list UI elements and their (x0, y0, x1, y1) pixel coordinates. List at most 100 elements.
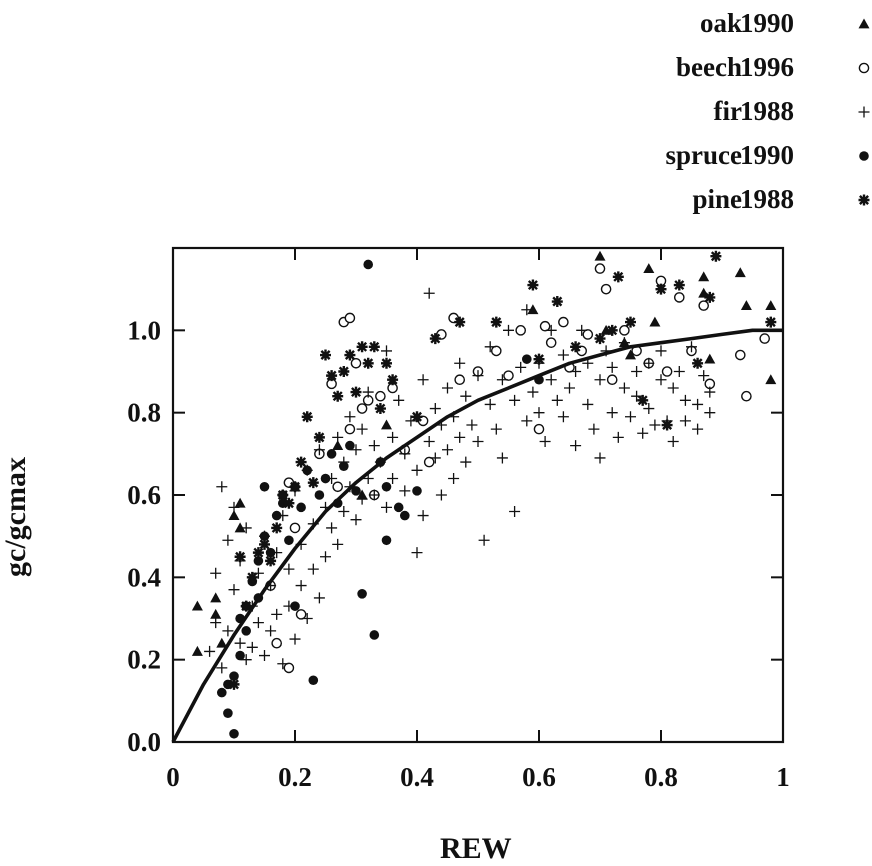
data-point (667, 382, 679, 394)
data-point (234, 497, 246, 508)
data-point (698, 271, 710, 282)
data-point (503, 324, 514, 336)
y-tick-label: 0.8 (127, 398, 161, 428)
data-point (246, 571, 258, 583)
data-point (594, 263, 606, 274)
plot-axes: 0 0.2 0.4 0.6 0.8 1 0.0 0.2 0.4 0.6 0.8 1.0 (127, 246, 790, 792)
data-point (631, 366, 643, 377)
data-point (265, 625, 277, 637)
data-point (246, 641, 258, 653)
data-point (332, 481, 344, 493)
data-point (704, 407, 716, 419)
data-point (350, 514, 362, 526)
data-point (228, 510, 240, 520)
data-point (387, 374, 399, 386)
data-point (295, 456, 307, 468)
legend-symbol-oak (858, 18, 870, 29)
data-point (381, 501, 392, 513)
data-point (381, 535, 392, 546)
data-point (429, 403, 441, 415)
data-point (667, 435, 679, 447)
data-point (442, 444, 453, 456)
x-tick-label: 0.4 (400, 762, 434, 792)
legend-series-year: 1990 (740, 8, 794, 38)
data-point (412, 486, 422, 496)
data-point (490, 345, 502, 357)
data-point (527, 279, 539, 291)
data-point (472, 435, 484, 447)
data-point (710, 250, 722, 262)
data-point (625, 316, 636, 328)
data-point (332, 431, 344, 443)
data-point (582, 329, 594, 340)
data-point (387, 473, 399, 485)
legend-marker (858, 194, 870, 206)
legend-marker (858, 106, 870, 118)
legend-symbol-spruce (859, 151, 869, 161)
data-point (296, 502, 306, 513)
data-point (735, 349, 746, 361)
data-point (454, 357, 466, 369)
data-point (692, 398, 704, 410)
legend: oak 1990 beech 1996 fir 1988 spruce 1990… (0, 0, 872, 230)
data-point (515, 361, 527, 373)
data-point (594, 250, 606, 261)
data-point (570, 341, 582, 353)
data-point (606, 324, 618, 336)
data-point (344, 423, 356, 435)
data-point (637, 394, 649, 406)
data-point (284, 535, 294, 546)
data-point (478, 534, 490, 546)
data-point (435, 489, 447, 501)
legend-series-name: spruce (665, 140, 743, 170)
data-point (436, 329, 447, 340)
data-point (570, 440, 582, 452)
legend-series-name: oak (699, 8, 742, 38)
data-point (545, 374, 557, 386)
data-point (326, 370, 338, 382)
series-pine (228, 250, 777, 690)
data-point (741, 390, 752, 402)
data-point (637, 427, 649, 439)
data-point (515, 325, 527, 336)
data-point (235, 650, 245, 661)
data-point (362, 357, 374, 369)
data-point (545, 337, 557, 348)
data-point (241, 626, 251, 636)
fit-curve-line (171, 328, 783, 743)
data-point (399, 485, 411, 497)
data-point (655, 283, 667, 295)
data-point (661, 366, 673, 377)
data-point (533, 407, 545, 419)
data-point (496, 452, 508, 464)
data-point (442, 382, 453, 394)
data-point (223, 708, 233, 718)
data-point (423, 287, 435, 299)
data-point (533, 353, 545, 365)
fit-curve (171, 328, 783, 743)
data-point (362, 386, 374, 398)
data-point (594, 333, 606, 345)
data-point (698, 370, 710, 382)
data-point (368, 341, 380, 353)
data-point (210, 608, 222, 619)
data-point (417, 415, 429, 427)
data-point (679, 394, 691, 406)
data-point (454, 316, 466, 328)
data-point (265, 555, 277, 567)
data-point (252, 617, 264, 629)
data-point (222, 534, 234, 546)
legend-marker (858, 62, 870, 74)
data-point (222, 625, 234, 637)
data-point (301, 613, 313, 624)
legend-series-year: 1988 (740, 184, 794, 214)
data-point (381, 357, 392, 369)
data-point (277, 489, 289, 501)
data-point (350, 386, 362, 398)
data-point (210, 617, 222, 629)
data-point (625, 411, 636, 423)
data-point (277, 658, 289, 670)
data-point (216, 637, 228, 648)
data-point (411, 547, 423, 559)
data-point (527, 386, 539, 398)
